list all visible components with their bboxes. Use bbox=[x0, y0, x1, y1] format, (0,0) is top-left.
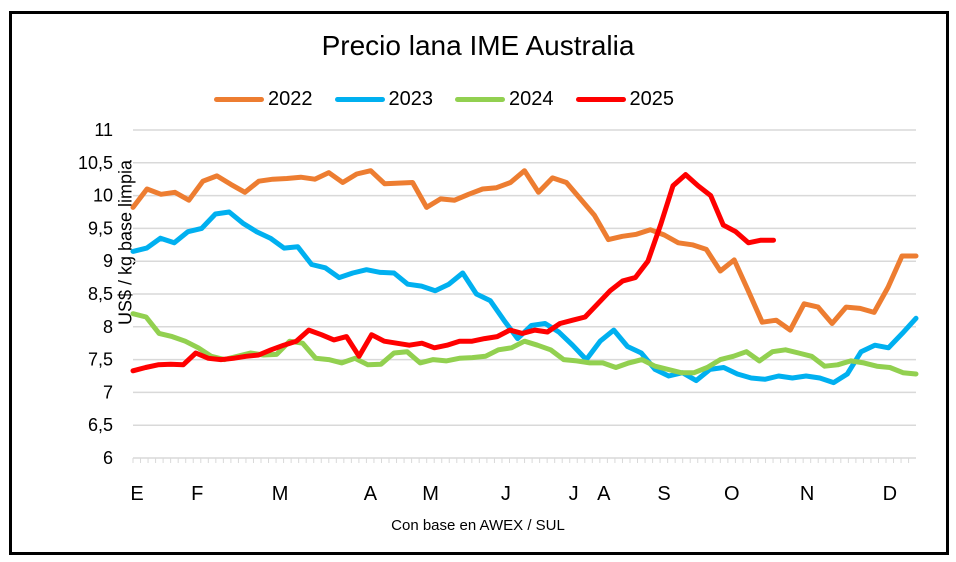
legend-label-2023: 2023 bbox=[388, 87, 434, 110]
y-tick-label: 6 bbox=[103, 448, 113, 468]
x-tick-label: F bbox=[191, 483, 203, 505]
legend-label-2025: 2025 bbox=[629, 87, 675, 110]
x-tick-label: O bbox=[724, 483, 740, 505]
legend-label-2022: 2022 bbox=[268, 87, 313, 110]
legend-swatch-2024 bbox=[455, 96, 505, 102]
legend: 2022 2023 2024 2025 bbox=[214, 86, 696, 112]
x-tick-label: A bbox=[597, 483, 611, 505]
legend-item-2025: 2025 bbox=[575, 87, 675, 111]
series-line-2022 bbox=[130, 168, 919, 333]
x-tick-label: M bbox=[272, 483, 289, 505]
x-tick-label: S bbox=[657, 483, 670, 505]
legend-swatch-2023 bbox=[334, 96, 385, 102]
x-tick-label: J bbox=[501, 483, 511, 505]
y-tick-label: 7 bbox=[103, 382, 113, 402]
legend-swatch-2025 bbox=[575, 96, 626, 102]
y-tick-label: 9 bbox=[103, 251, 113, 271]
x-tick-label: D bbox=[883, 483, 897, 505]
legend-item-2024: 2024 bbox=[455, 88, 554, 111]
legend-item-2022: 2022 bbox=[214, 88, 313, 111]
legend-label-2024: 2024 bbox=[509, 87, 554, 110]
chart-title: Precio lana IME Australia bbox=[321, 30, 635, 61]
y-tick-label: 6,5 bbox=[88, 415, 113, 435]
y-tick-label: 8,5 bbox=[88, 284, 113, 304]
x-tick-label: M bbox=[422, 483, 439, 505]
x-tick-label: J bbox=[569, 483, 579, 505]
x-tick-label: N bbox=[800, 483, 814, 505]
x-tick-label: A bbox=[364, 483, 378, 505]
chart-frame bbox=[9, 11, 949, 555]
y-tick-label: 11 bbox=[94, 120, 113, 140]
series-line-2025 bbox=[130, 172, 776, 374]
y-tick-label: 9,5 bbox=[88, 218, 113, 238]
legend-swatch-2022 bbox=[214, 96, 264, 102]
y-tick-label: 10 bbox=[93, 186, 113, 206]
legend-item-2023: 2023 bbox=[334, 87, 434, 111]
y-tick-label: 10,5 bbox=[78, 153, 113, 173]
x-axis-label: Con base en AWEX / SUL bbox=[391, 517, 565, 534]
y-tick-label: 8 bbox=[103, 317, 113, 337]
y-tick-label: 7,5 bbox=[88, 350, 113, 370]
x-tick-label: E bbox=[130, 483, 143, 505]
series-line-2024 bbox=[130, 311, 919, 377]
